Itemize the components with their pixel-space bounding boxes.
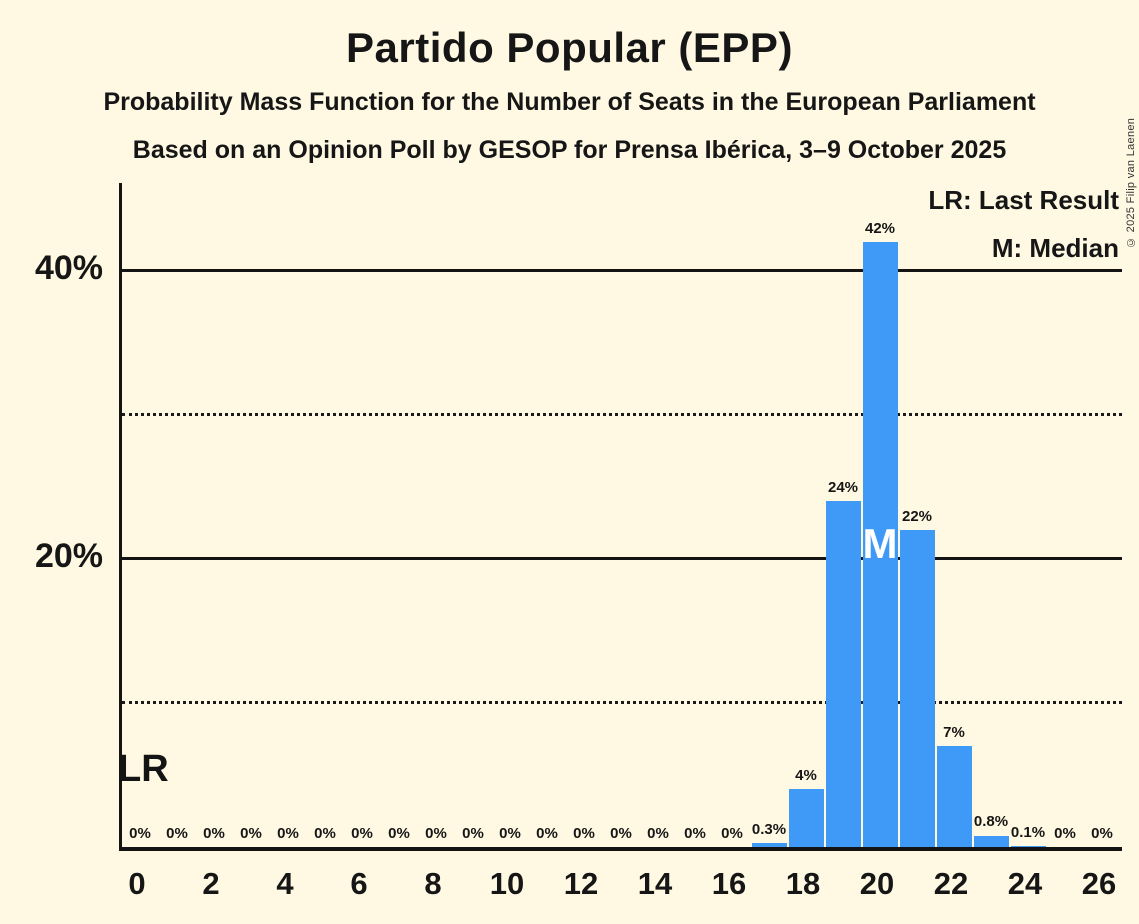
- bar-value-label-seat-6: 0%: [351, 825, 373, 842]
- bar-value-label-seat-5: 0%: [314, 825, 336, 842]
- median-marker-label: M: [862, 520, 898, 567]
- x-axis-label-seat-18: 18: [785, 866, 821, 901]
- bar-seat-23: [973, 835, 1009, 847]
- x-axis-label-seat-14: 14: [637, 866, 673, 901]
- last-result-marker-label: LR: [118, 748, 169, 790]
- bar-value-label-seat-26: 0%: [1091, 825, 1113, 842]
- x-axis-label-seat-8: 8: [424, 866, 442, 901]
- x-axis-label-seat-26: 26: [1081, 866, 1117, 901]
- bar-value-label-seat-8: 0%: [425, 825, 447, 842]
- bar-seat-21: [899, 530, 935, 847]
- bar-value-label-seat-13: 0%: [610, 825, 632, 842]
- bar-value-label-seat-22: 7%: [943, 724, 965, 742]
- gridline-dotted-10pct: [122, 701, 1122, 705]
- bar-value-label-seat-16: 0%: [721, 825, 743, 842]
- legend-median: M: Median: [991, 233, 1119, 263]
- x-axis-label-seat-22: 22: [933, 866, 969, 901]
- bar-value-label-seat-1: 0%: [166, 825, 188, 842]
- bar-value-label-seat-12: 0%: [573, 825, 595, 842]
- bar-value-label-seat-0: 0%: [129, 825, 151, 842]
- x-axis-label-seat-20: 20: [859, 866, 895, 901]
- chart-title: Partido Popular (EPP): [346, 24, 793, 71]
- x-axis-label-seat-24: 24: [1007, 866, 1043, 901]
- bar-value-label-seat-18: 4%: [795, 767, 817, 785]
- bar-value-label-seat-14: 0%: [647, 825, 669, 842]
- chart-subtitle-poll-source: Based on an Opinion Poll by GESOP for Pr…: [132, 136, 1007, 164]
- x-axis-label-seat-12: 12: [563, 866, 599, 901]
- bar-value-label-seat-2: 0%: [203, 825, 225, 842]
- bar-seat-24: [1010, 845, 1046, 847]
- chart-subtitle-description: Probability Mass Function for the Number…: [103, 88, 1036, 116]
- bar-value-label-seat-23: 0.8%: [973, 813, 1009, 831]
- y-axis-label-40pct: 40%: [34, 248, 103, 287]
- bar-value-label-seat-19: 24%: [827, 479, 859, 497]
- x-axis-label-seat-2: 2: [202, 866, 220, 901]
- bar-value-label-seat-25: 0%: [1054, 825, 1076, 842]
- bar-seat-17: [751, 842, 787, 847]
- y-axis-label-20pct: 20%: [34, 536, 103, 575]
- gridline-solid-20pct: [122, 557, 1122, 561]
- x-axis-label-seat-6: 6: [350, 866, 368, 901]
- bar-value-label-seat-7: 0%: [388, 825, 410, 842]
- bar-value-label-seat-17: 0.3%: [751, 820, 787, 838]
- bar-value-label-seat-21: 22%: [901, 508, 933, 526]
- bar-value-label-seat-3: 0%: [240, 825, 262, 842]
- legend-last-result: LR: Last Result: [928, 185, 1119, 215]
- bar-value-label-seat-20: 42%: [864, 220, 896, 238]
- bar-value-label-seat-15: 0%: [684, 825, 706, 842]
- bar-value-label-seat-4: 0%: [277, 825, 299, 842]
- bar-seat-19: [825, 501, 861, 847]
- x-axis-label-seat-10: 10: [489, 866, 525, 901]
- x-axis-label-seat-4: 4: [276, 866, 294, 901]
- bar-seat-20: [862, 242, 898, 847]
- bar-value-label-seat-11: 0%: [536, 825, 558, 842]
- x-axis-label-seat-0: 0: [128, 866, 146, 901]
- bar-seat-18: [788, 789, 824, 847]
- plot-area: LR 0% 0% 0% 0% 0% 0% 0% 0% 0% 0% 0% 0% 0% 0% 0% 0% 0% 0.3…: [118, 183, 1122, 851]
- bar-value-label-seat-9: 0%: [462, 825, 484, 842]
- gridline-dotted-30pct: [122, 413, 1122, 417]
- copyright-notice: © 2025 Filip van Laenen: [1125, 117, 1137, 248]
- bar-seat-22: [936, 746, 972, 847]
- bar-value-label-seat-10: 0%: [499, 825, 521, 842]
- x-axis-label-seat-16: 16: [711, 866, 747, 901]
- bar-value-label-seat-24: 0.1%: [1010, 823, 1046, 841]
- gridline-solid-40pct: [122, 269, 1122, 273]
